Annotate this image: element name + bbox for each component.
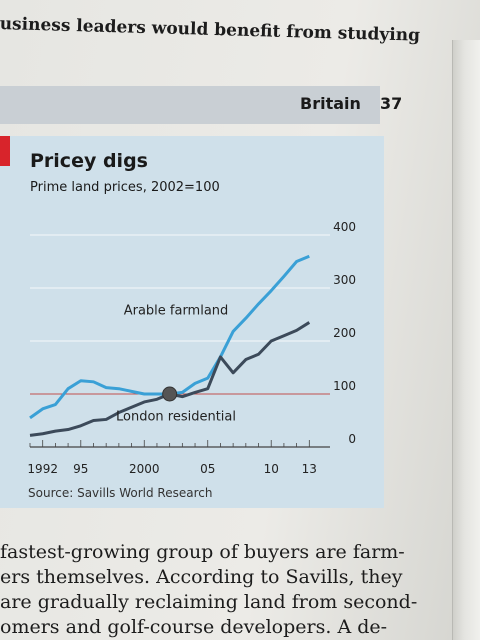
y-tick-label: 300	[333, 273, 356, 287]
y-tick-label: 400	[333, 220, 356, 234]
section-label: Britain	[300, 94, 361, 113]
x-tick-label: 05	[200, 462, 215, 476]
next-page-edge	[452, 40, 480, 640]
x-tick-label: 95	[73, 462, 88, 476]
y-tick-label: 100	[333, 379, 356, 393]
chart-title: Pricey digs	[30, 150, 148, 172]
y-tick-label: 0	[348, 432, 356, 446]
red-tab-marker	[0, 136, 10, 166]
chart-subtitle: Prime land prices, 2002=100	[30, 180, 220, 195]
article-body: fastest-growing group of buyers are farm…	[0, 540, 418, 640]
base-year-point	[162, 386, 178, 402]
page-number: 37	[380, 94, 403, 113]
body-line: are gradually reclaiming land from secon…	[0, 591, 418, 613]
x-tick-label: 1992	[27, 462, 58, 476]
chart-panel	[0, 136, 384, 508]
body-line: omers and golf-course developers. A de-	[0, 616, 388, 638]
y-tick-label: 200	[333, 326, 356, 340]
section-bar	[0, 86, 380, 124]
x-tick-label: 2000	[129, 462, 160, 476]
body-line: ers themselves. According to Savills, th…	[0, 566, 403, 588]
series-label: London residential	[116, 410, 236, 425]
x-tick-label: 10	[264, 462, 279, 476]
series-label: Arable farmland	[124, 304, 229, 319]
body-line: fastest-growing group of buyers are farm…	[0, 541, 405, 563]
chart-source: Source: Savills World Research	[28, 486, 213, 500]
x-tick-label: 13	[302, 462, 317, 476]
